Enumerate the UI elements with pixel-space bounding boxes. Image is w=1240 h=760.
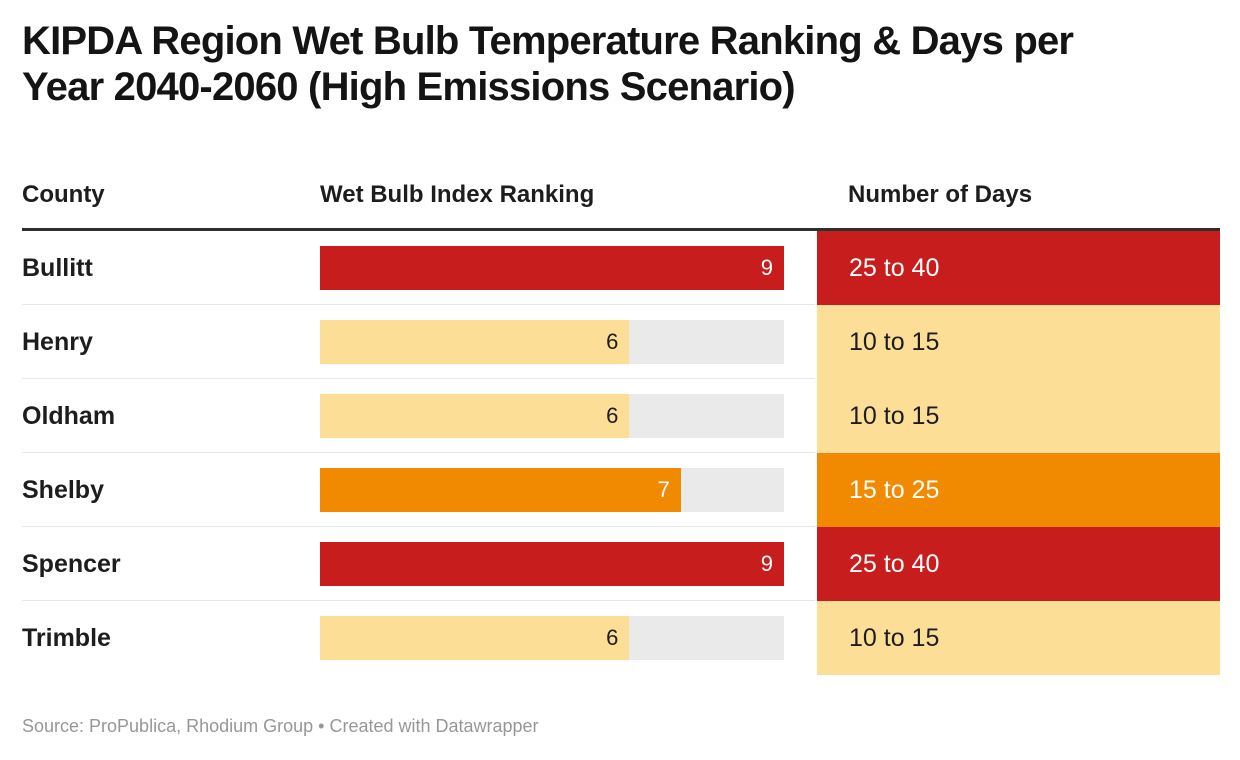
- table-body: Bullitt 9 25 to 40 Henry 6 10 to 15 Oldham 6 10 …: [22, 231, 1220, 675]
- ranking-value-label: 7: [657, 477, 670, 502]
- ranking-value-label: 6: [606, 625, 619, 650]
- days-cell: 10 to 15: [817, 379, 1220, 453]
- chart-title-line1: KIPDA Region Wet Bulb Temperature Rankin…: [22, 19, 1074, 63]
- table-row: Bullitt 9 25 to 40: [22, 231, 1220, 305]
- table-row: Spencer 9 25 to 40: [22, 527, 1220, 601]
- days-cell: 25 to 40: [817, 527, 1220, 601]
- chart-title-line2: Year 2040-2060 (High Emissions Scenario): [22, 65, 796, 109]
- county-label: Trimble: [22, 623, 111, 652]
- ranking-value-label: 9: [760, 551, 773, 576]
- county-label: Henry: [22, 327, 93, 356]
- row-separator: [22, 600, 815, 601]
- ranking-bar: 9: [320, 542, 784, 586]
- header-rule: [22, 228, 1220, 231]
- row-separator: [22, 526, 815, 527]
- days-cell: 10 to 15: [817, 601, 1220, 675]
- ranking-bar-track: 7: [320, 468, 784, 512]
- row-separator: [22, 378, 815, 379]
- ranking-value-label: 9: [760, 255, 773, 280]
- days-cell: 10 to 15: [817, 305, 1220, 379]
- ranking-bar-track: 6: [320, 320, 784, 364]
- column-header-ranking: Wet Bulb Index Ranking: [320, 181, 595, 208]
- column-header-county: County: [22, 181, 105, 208]
- ranking-bar-track: 9: [320, 542, 784, 586]
- row-separator: [22, 304, 815, 305]
- ranking-bar: 6: [320, 394, 630, 438]
- ranking-bar: 6: [320, 320, 630, 364]
- ranking-bar: 7: [320, 468, 681, 512]
- table-header: County Wet Bulb Index Ranking Number of …: [22, 181, 1220, 211]
- county-label: Shelby: [22, 475, 104, 504]
- days-cell: 25 to 40: [817, 231, 1220, 305]
- row-separator: [22, 452, 815, 453]
- ranking-value-label: 6: [606, 329, 619, 354]
- chart-title: KIPDA Region Wet Bulb Temperature Rankin…: [22, 18, 1074, 110]
- table-row: Oldham 6 10 to 15: [22, 379, 1220, 453]
- table-row: Henry 6 10 to 15: [22, 305, 1220, 379]
- table-row: Shelby 7 15 to 25: [22, 453, 1220, 527]
- county-label: Spencer: [22, 549, 121, 578]
- ranking-bar: 9: [320, 246, 784, 290]
- ranking-value-label: 6: [606, 403, 619, 428]
- ranking-bar-track: 9: [320, 246, 784, 290]
- ranking-bar-track: 6: [320, 616, 784, 660]
- county-label: Oldham: [22, 401, 116, 430]
- table-row: Trimble 6 10 to 15: [22, 601, 1220, 675]
- days-cell: 15 to 25: [817, 453, 1220, 527]
- column-header-days: Number of Days: [848, 181, 1033, 208]
- ranking-bar: 6: [320, 616, 630, 660]
- county-label: Bullitt: [22, 253, 93, 282]
- ranking-bar-track: 6: [320, 394, 784, 438]
- source-line: Source: ProPublica, Rhodium Group • Crea…: [22, 716, 539, 736]
